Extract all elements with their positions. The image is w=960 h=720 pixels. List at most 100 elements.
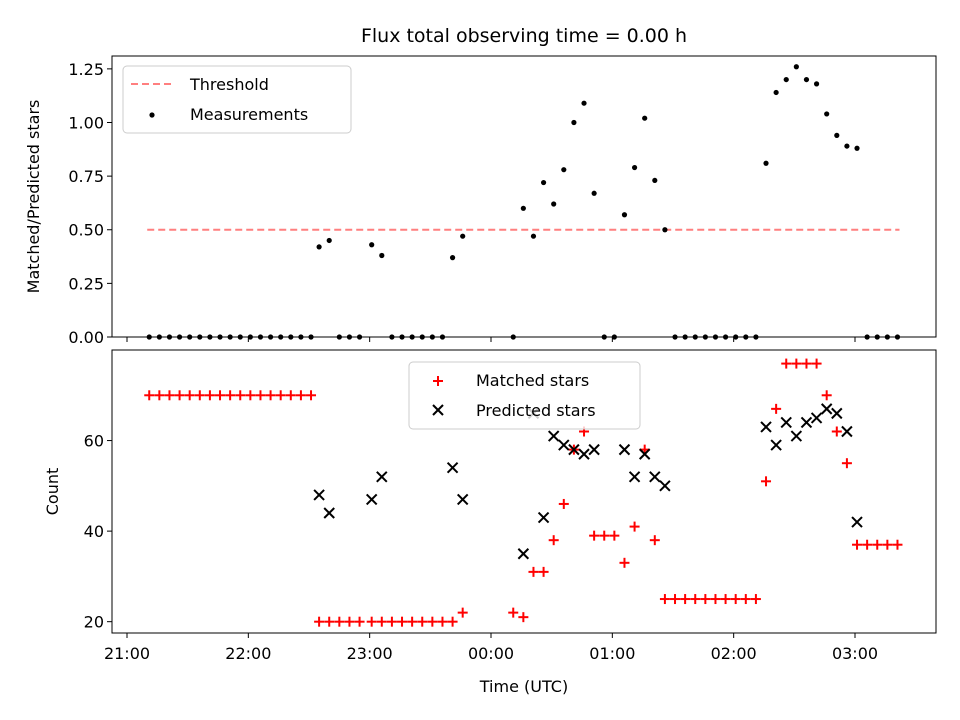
predicted-star-point xyxy=(568,443,580,456)
matched-star-point xyxy=(538,566,549,577)
cross-stroke-b xyxy=(659,480,671,492)
bottom-y-tick-label: 60 xyxy=(84,432,104,451)
matched-star-point xyxy=(831,426,842,437)
legend-threshold-label: Threshold xyxy=(189,75,269,94)
matched-star-point xyxy=(366,616,377,627)
matched-star-point xyxy=(225,390,236,401)
measurement-point xyxy=(662,227,668,233)
matched-star-point xyxy=(397,616,408,627)
matched-star-point xyxy=(862,539,873,550)
measurement-point xyxy=(854,145,860,151)
cross-stroke-b xyxy=(851,516,863,528)
matched-star-point xyxy=(334,616,345,627)
matched-star-point xyxy=(841,458,852,469)
matched-star-point xyxy=(324,616,335,627)
predicted-star-point xyxy=(770,439,782,451)
matched-star-point xyxy=(447,616,458,627)
measurement-point xyxy=(834,132,840,138)
cross-stroke-b xyxy=(628,471,641,483)
predicted-star-point xyxy=(547,430,560,442)
legend-matched-swatch xyxy=(433,376,443,386)
predicted-star-point xyxy=(323,507,335,519)
matched-star-point xyxy=(619,557,630,568)
x-tick-label: 00:00 xyxy=(468,644,514,663)
matched-star-point xyxy=(771,403,782,414)
matched-star-point xyxy=(457,607,468,618)
predicted-star-point xyxy=(831,407,843,420)
cross-stroke-b xyxy=(313,489,325,501)
measurement-point xyxy=(591,190,597,196)
cross-stroke-b xyxy=(432,404,444,416)
matched-star-point xyxy=(710,594,721,605)
matched-star-point xyxy=(548,535,559,546)
measurement-point xyxy=(460,233,466,239)
predicted-star-point xyxy=(820,403,833,415)
matched-star-point xyxy=(275,390,286,401)
predicted-star-point xyxy=(558,439,570,451)
top-y-tick-label: 1.25 xyxy=(68,60,104,79)
x-tick-label: 22:00 xyxy=(225,644,271,663)
matched-star-point xyxy=(417,616,428,627)
cross-stroke-b xyxy=(578,448,590,460)
matched-star-point xyxy=(518,612,529,623)
measurement-point xyxy=(449,255,456,261)
measurement-point xyxy=(813,81,820,87)
predicted-star-point xyxy=(659,480,671,492)
x-tick-label: 01:00 xyxy=(589,644,635,663)
predicted-star-point xyxy=(760,421,772,433)
cross-stroke-b xyxy=(649,471,661,483)
predicted-star-point xyxy=(841,425,853,438)
matched-star-point xyxy=(245,390,256,401)
matched-star-point xyxy=(720,594,731,605)
matched-star-point xyxy=(781,358,792,369)
bottom-plot-marks xyxy=(144,358,903,627)
predicted-star-point xyxy=(313,489,325,501)
cross-stroke-b xyxy=(790,430,803,442)
matched-star-point xyxy=(791,358,802,369)
cross-stroke-b xyxy=(831,407,843,420)
matched-star-point xyxy=(265,390,276,401)
matched-star-point xyxy=(801,358,812,369)
matched-star-point xyxy=(649,535,660,546)
matched-star-point xyxy=(892,539,903,550)
cross-stroke-b xyxy=(446,462,459,474)
matched-star-point xyxy=(427,616,438,627)
predicted-star-point xyxy=(578,448,590,460)
cross-stroke-b xyxy=(638,448,651,460)
legend-predicted-label: Predicted stars xyxy=(476,401,596,420)
top-plot-frame xyxy=(111,55,937,338)
matched-star-point xyxy=(740,594,751,605)
bottom-y-axis-label: Count xyxy=(43,468,62,516)
cross-stroke-b xyxy=(770,439,782,451)
x-tick-label: 23:00 xyxy=(347,644,393,663)
matched-star-point xyxy=(609,530,620,541)
matched-star-point xyxy=(730,594,741,605)
matched-star-point xyxy=(174,390,185,401)
measurement-point xyxy=(793,64,799,70)
bottom-legend-box xyxy=(408,361,641,430)
predicted-star-point xyxy=(810,412,823,424)
measurement-point xyxy=(763,160,769,166)
matched-star-point xyxy=(872,539,883,550)
bottom-y-tick-label: 20 xyxy=(84,613,104,632)
matched-star-point xyxy=(882,539,893,550)
predicted-star-point xyxy=(537,511,550,524)
matched-star-point xyxy=(589,530,600,541)
matched-star-point xyxy=(629,521,640,532)
cross-stroke-b xyxy=(323,507,335,519)
measurement-point xyxy=(369,242,375,248)
predicted-star-point xyxy=(628,471,641,483)
matched-star-point xyxy=(354,616,365,627)
measurement-point xyxy=(316,244,322,250)
measurement-point xyxy=(621,212,628,218)
matched-star-point xyxy=(700,594,711,605)
matched-star-point xyxy=(204,390,215,401)
measurement-point xyxy=(803,76,810,83)
predicted-star-point xyxy=(618,443,631,456)
bottom-y-tick-label: 40 xyxy=(84,522,104,541)
top-y-tick-label: 0.25 xyxy=(68,274,104,293)
measurement-point xyxy=(581,100,587,106)
measurement-point xyxy=(520,205,526,211)
cross-stroke-b xyxy=(588,443,600,456)
